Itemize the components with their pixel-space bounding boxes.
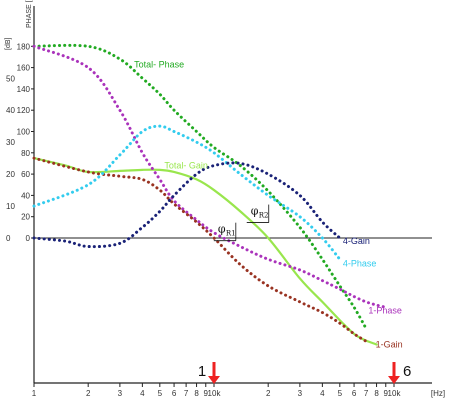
series-label-4-phase: 4-Phase xyxy=(343,259,377,269)
chart-series-labels: Total- Phase Total- Gain 4-Gain 4-Phase 1-Ph… xyxy=(134,59,402,349)
phase-axis-title: PHASE [°] xyxy=(25,0,33,28)
arrow-head-icon xyxy=(388,376,400,384)
x-tick-label: 5 xyxy=(158,389,163,398)
x-tick-label: 10k xyxy=(388,389,402,398)
arrow-head-icon xyxy=(208,376,220,384)
arrow-marker-label: 1 xyxy=(198,363,206,380)
phase-tick-label: 0 xyxy=(26,234,31,243)
gain-tick-label: 0 xyxy=(6,234,11,243)
phase-tick-label: 80 xyxy=(21,149,30,158)
series-label-total-gain: Total- Gain xyxy=(164,161,208,171)
x-tick-label: 4 xyxy=(320,389,325,398)
phase-tick-label: 20 xyxy=(21,213,30,222)
phase-tick-label: 180 xyxy=(17,42,31,51)
series-label-1-gain: 1-Gain xyxy=(376,340,403,350)
x-tick-label: 3 xyxy=(298,389,303,398)
x-tick-label: 8 xyxy=(374,389,379,398)
series-line-1-gain xyxy=(32,156,368,343)
series-label-total-phase: Total- Phase xyxy=(134,59,184,69)
gain-tick-label: 40 xyxy=(6,106,15,115)
phase-tick-label: 160 xyxy=(17,64,31,73)
x-tick-label: 1 xyxy=(32,389,37,398)
chart-ticks: 0 20 40 60 80 100 120 140 160 180 0 10 20 30 40 50 1 2 3 4 5… xyxy=(6,42,445,398)
red-arrow-marker: 1 xyxy=(198,362,220,384)
gain-axis-title: [dB] xyxy=(5,37,12,50)
x-tick-label: 8 xyxy=(194,389,199,398)
gain-tick-label: 50 xyxy=(6,74,15,83)
series-line-total-gain xyxy=(32,157,378,346)
x-tick-label: 5 xyxy=(338,389,343,398)
x-tick-label: 7 xyxy=(364,389,369,398)
phase-tick-label: 120 xyxy=(17,106,31,115)
gain-tick-label: 20 xyxy=(6,170,15,179)
series-line-1-phase xyxy=(32,44,388,309)
phase-tick-label: 140 xyxy=(17,85,31,94)
x-tick-label: 6 xyxy=(352,389,357,398)
x-tick-label: 2 xyxy=(86,389,91,398)
series-label-1-phase: 1-Phase xyxy=(368,305,402,315)
x-tick-label: 9 xyxy=(384,389,389,398)
phase-tick-label: 40 xyxy=(21,191,30,200)
x-tick-label: 7 xyxy=(184,389,189,398)
series-line-total-phase xyxy=(32,43,368,331)
gain-tick-label: 10 xyxy=(6,202,15,211)
phi-symbol: φ xyxy=(218,223,226,236)
series-line-4-phase xyxy=(32,124,342,261)
series-line-4-gain xyxy=(32,161,342,249)
x-tick-label: 4 xyxy=(140,389,145,398)
x-tick-label: 3 xyxy=(118,389,123,398)
phi-subscript: R1 xyxy=(226,230,236,238)
chart-series xyxy=(32,43,388,346)
phase-tick-label: 100 xyxy=(17,128,31,137)
phi-symbol: φ xyxy=(251,205,259,218)
chart-annotations: φ R1φ R2 xyxy=(213,204,270,242)
phi-annotation: φ R1 xyxy=(213,222,237,242)
x-unit-label: [Hz] xyxy=(431,389,445,398)
x-tick-label: 6 xyxy=(172,389,177,398)
phase-tick-label: 60 xyxy=(21,170,30,179)
x-tick-label: 9 xyxy=(204,389,209,398)
x-tick-label: 10k xyxy=(208,389,222,398)
gain-tick-label: 30 xyxy=(6,138,15,147)
phi-subscript: R2 xyxy=(259,212,269,220)
series-label-4-gain: 4-Gain xyxy=(343,236,370,246)
x-tick-label: 2 xyxy=(266,389,271,398)
red-arrow-marker: 6 xyxy=(388,362,411,384)
phi-annotation: φ R2 xyxy=(246,204,270,223)
arrow-marker-label: 6 xyxy=(403,363,411,380)
